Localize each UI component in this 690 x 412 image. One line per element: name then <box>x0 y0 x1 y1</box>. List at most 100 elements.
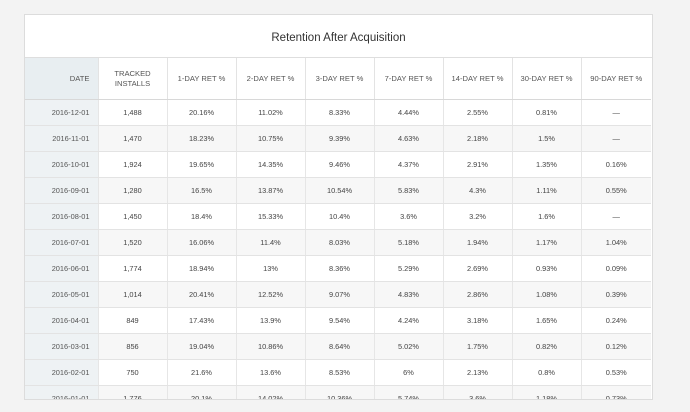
90-day-ret-cell: 0.53% <box>581 359 651 386</box>
90-day-ret-cell: 0.16% <box>581 151 651 178</box>
col-header-date[interactable]: DATE <box>25 58 99 100</box>
tracked-installs-cell: 1,924 <box>98 151 168 178</box>
col-header-30-day-ret[interactable]: 30-DAY RET % <box>512 58 582 100</box>
2-day-ret-cell: 15.33% <box>236 203 306 230</box>
date-cell: 2016-11-01 <box>25 125 99 152</box>
30-day-ret-cell: 0.8% <box>512 359 582 386</box>
1-day-ret-cell: 20.16% <box>167 99 237 126</box>
90-day-ret-cell: 0.12% <box>581 333 651 360</box>
col-header-14-day-ret[interactable]: 14-DAY RET % <box>443 58 513 100</box>
tracked-installs-cell: 849 <box>98 307 168 334</box>
tracked-installs-cell: 1,470 <box>98 125 168 152</box>
7-day-ret-cell: 4.63% <box>374 125 444 152</box>
1-day-ret-cell: 18.4% <box>167 203 237 230</box>
14-day-ret-cell: 4.3% <box>443 177 513 204</box>
1-day-ret-cell: 18.94% <box>167 255 237 282</box>
14-day-ret-cell: 3.2% <box>443 203 513 230</box>
3-day-ret-cell: 10.54% <box>305 177 375 204</box>
2-day-ret-cell: 11.02% <box>236 99 306 126</box>
date-cell: 2016-05-01 <box>25 281 99 308</box>
3-day-ret-cell: 8.03% <box>305 229 375 256</box>
date-cell: 2016-04-01 <box>25 307 99 334</box>
14-day-ret-cell: 2.91% <box>443 151 513 178</box>
col-header-tracked-installs[interactable]: TRACKED INSTALLS <box>98 58 168 100</box>
2-day-ret-cell: 12.52% <box>236 281 306 308</box>
tracked-installs-cell: 1,014 <box>98 281 168 308</box>
retention-panel: Retention After Acquisition DATE TRACKED… <box>24 14 653 400</box>
90-day-ret-cell: — <box>581 125 651 152</box>
30-day-ret-cell: 0.81% <box>512 99 582 126</box>
2-day-ret-cell: 14.02% <box>236 385 306 399</box>
30-day-ret-cell: 1.18% <box>512 385 582 399</box>
3-day-ret-cell: 9.54% <box>305 307 375 334</box>
table-row: 2016-10-01 1,924 19.65% 14.35% 9.46% 4.37% 2.9… <box>25 151 651 178</box>
tracked-installs-cell: 856 <box>98 333 168 360</box>
table-row: 2016-04-01 849 17.43% 13.9% 9.54% 4.24% 3.18% 1… <box>25 307 651 334</box>
30-day-ret-cell: 1.65% <box>512 307 582 334</box>
date-cell: 2016-10-01 <box>25 151 99 178</box>
col-header-7-day-ret[interactable]: 7-DAY RET % <box>374 58 444 100</box>
90-day-ret-cell: 0.09% <box>581 255 651 282</box>
col-header-2-day-ret[interactable]: 2-DAY RET % <box>236 58 306 100</box>
7-day-ret-cell: 5.18% <box>374 229 444 256</box>
1-day-ret-cell: 17.43% <box>167 307 237 334</box>
90-day-ret-cell: 0.55% <box>581 177 651 204</box>
7-day-ret-cell: 4.83% <box>374 281 444 308</box>
3-day-ret-cell: 8.33% <box>305 99 375 126</box>
14-day-ret-cell: 2.69% <box>443 255 513 282</box>
panel-title: Retention After Acquisition <box>25 15 652 58</box>
7-day-ret-cell: 4.44% <box>374 99 444 126</box>
30-day-ret-cell: 1.17% <box>512 229 582 256</box>
1-day-ret-cell: 20.1% <box>167 385 237 399</box>
30-day-ret-cell: 1.11% <box>512 177 582 204</box>
3-day-ret-cell: 8.53% <box>305 359 375 386</box>
2-day-ret-cell: 10.75% <box>236 125 306 152</box>
7-day-ret-cell: 5.02% <box>374 333 444 360</box>
date-cell: 2016-09-01 <box>25 177 99 204</box>
date-cell: 2016-01-01 <box>25 385 99 399</box>
14-day-ret-cell: 1.75% <box>443 333 513 360</box>
14-day-ret-cell: 1.94% <box>443 229 513 256</box>
3-day-ret-cell: 9.46% <box>305 151 375 178</box>
90-day-ret-cell: 1.04% <box>581 229 651 256</box>
7-day-ret-cell: 4.24% <box>374 307 444 334</box>
3-day-ret-cell: 9.39% <box>305 125 375 152</box>
col-header-3-day-ret[interactable]: 3-DAY RET % <box>305 58 375 100</box>
2-day-ret-cell: 11.4% <box>236 229 306 256</box>
table-row: 2016-11-01 1,470 18.23% 10.75% 9.39% 4.63% 2.1… <box>25 125 651 152</box>
1-day-ret-cell: 16.06% <box>167 229 237 256</box>
90-day-ret-cell: 0.24% <box>581 307 651 334</box>
7-day-ret-cell: 5.83% <box>374 177 444 204</box>
tracked-installs-cell: 1,488 <box>98 99 168 126</box>
3-day-ret-cell: 9.07% <box>305 281 375 308</box>
2-day-ret-cell: 13.87% <box>236 177 306 204</box>
col-header-1-day-ret[interactable]: 1-DAY RET % <box>167 58 237 100</box>
30-day-ret-cell: 0.82% <box>512 333 582 360</box>
7-day-ret-cell: 6% <box>374 359 444 386</box>
date-cell: 2016-12-01 <box>25 99 99 126</box>
date-cell: 2016-03-01 <box>25 333 99 360</box>
table-row: 2016-06-01 1,774 18.94% 13% 8.36% 5.29% 2.69% 0… <box>25 255 651 282</box>
3-day-ret-cell: 10.36% <box>305 385 375 399</box>
30-day-ret-cell: 0.93% <box>512 255 582 282</box>
3-day-ret-cell: 10.4% <box>305 203 375 230</box>
2-day-ret-cell: 14.35% <box>236 151 306 178</box>
date-cell: 2016-08-01 <box>25 203 99 230</box>
1-day-ret-cell: 21.6% <box>167 359 237 386</box>
tracked-installs-cell: 1,774 <box>98 255 168 282</box>
14-day-ret-cell: 2.55% <box>443 99 513 126</box>
table-row: 2016-08-01 1,450 18.4% 15.33% 10.4% 3.6% 3.2% 1… <box>25 203 651 230</box>
1-day-ret-cell: 19.04% <box>167 333 237 360</box>
retention-table: DATE TRACKED INSTALLS 1-DAY RET % 2-DAY … <box>25 58 651 399</box>
7-day-ret-cell: 4.37% <box>374 151 444 178</box>
2-day-ret-cell: 13.6% <box>236 359 306 386</box>
7-day-ret-cell: 3.6% <box>374 203 444 230</box>
date-cell: 2016-06-01 <box>25 255 99 282</box>
tracked-installs-cell: 1,520 <box>98 229 168 256</box>
1-day-ret-cell: 16.5% <box>167 177 237 204</box>
tracked-installs-cell: 750 <box>98 359 168 386</box>
90-day-ret-cell: 0.73% <box>581 385 651 399</box>
col-header-90-day-ret[interactable]: 90-DAY RET % <box>581 58 651 100</box>
tracked-installs-cell: 1,776 <box>98 385 168 399</box>
table-row: 2016-02-01 750 21.6% 13.6% 8.53% 6% 2.13% 0.8% 0… <box>25 359 651 386</box>
